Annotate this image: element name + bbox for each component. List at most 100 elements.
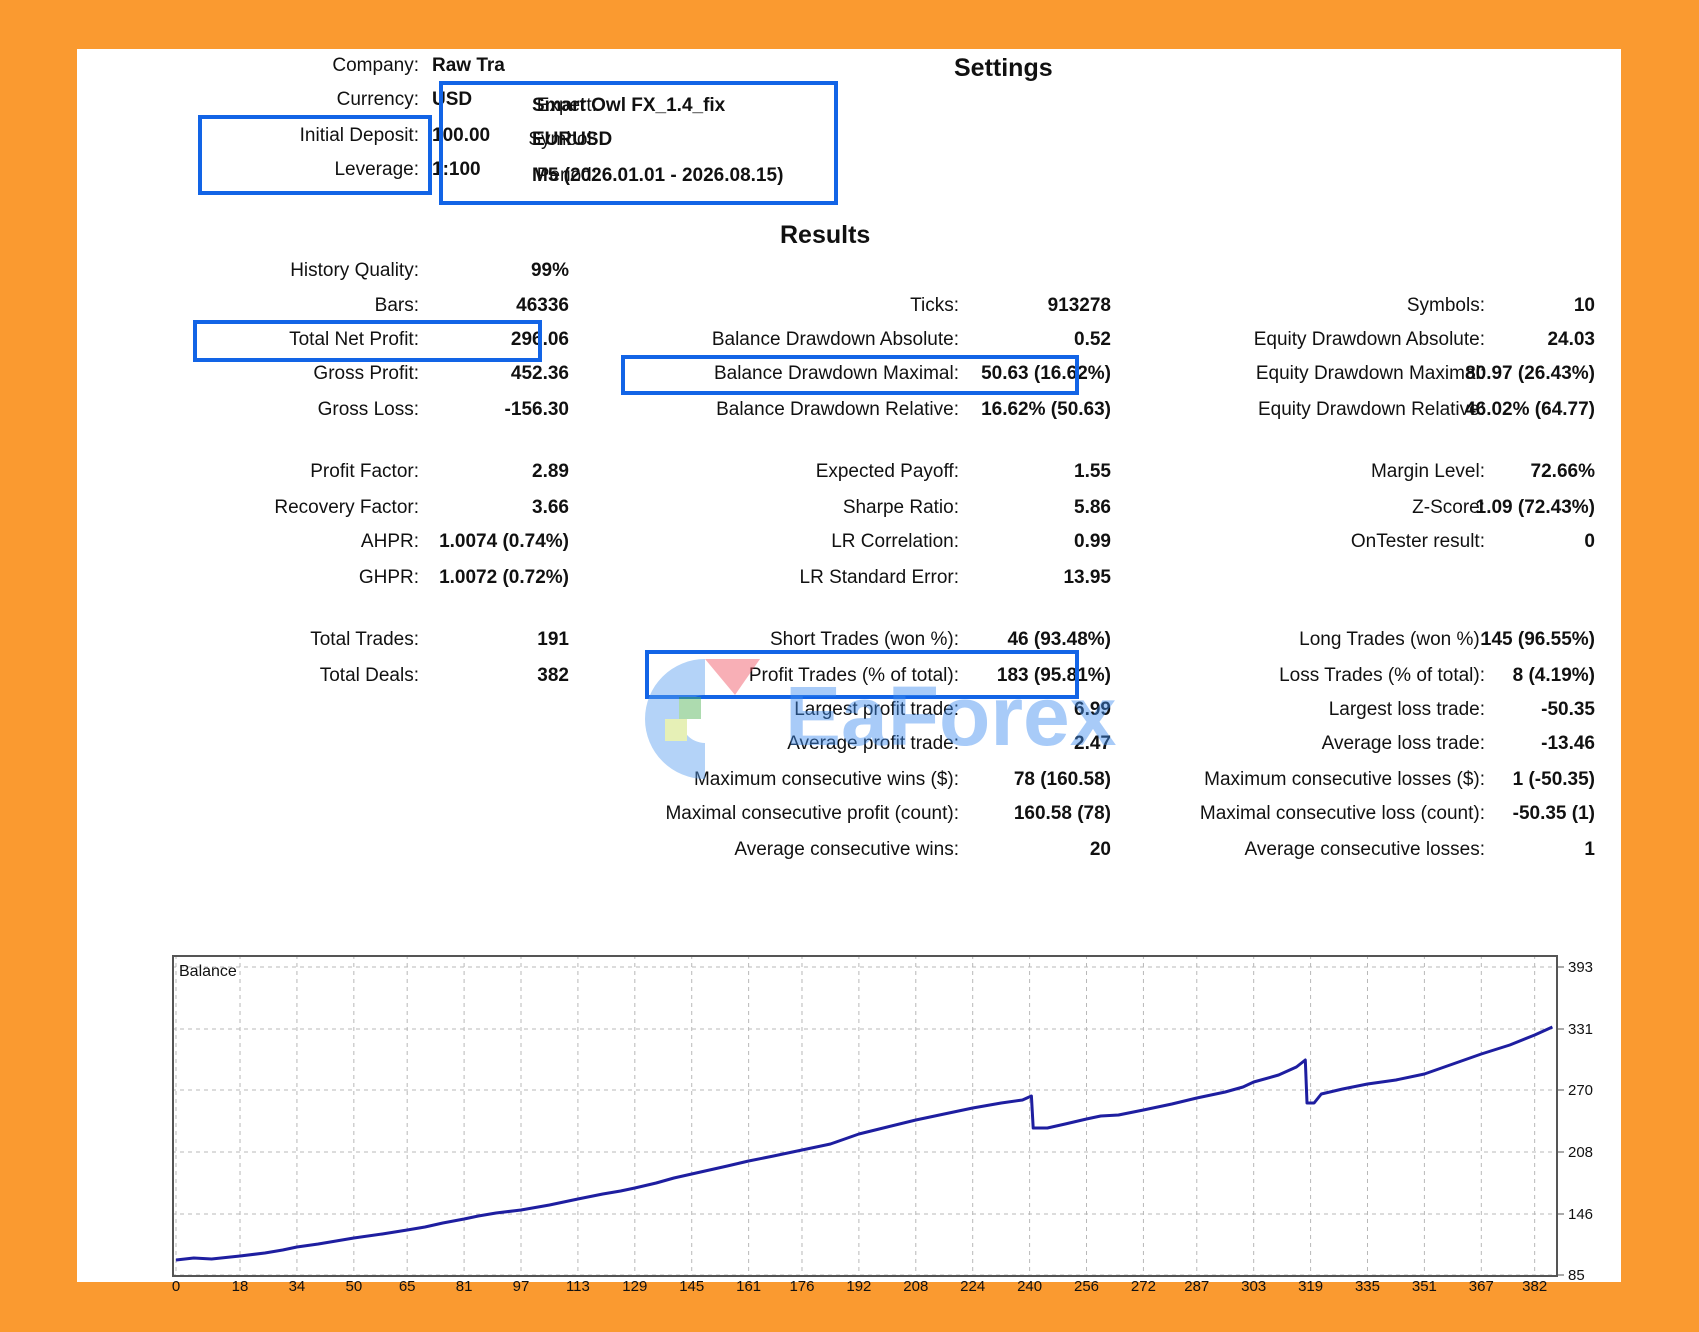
results-value: 0.52 — [1074, 329, 1111, 350]
results-label: Recovery Factor: — [274, 497, 419, 518]
chart-axes: 0 18 34 50 65 81 97 113 129 145 161 176 192 208 224 240… — [172, 1278, 1547, 1295]
y-tick-label: 146 — [1568, 1206, 1593, 1223]
results-label: Average profit trade: — [787, 733, 959, 754]
leverage-value: 1:100 — [432, 159, 481, 180]
chart-y-axis: 85 146 208 270 331 393 — [1558, 959, 1593, 1284]
results-label: Total Deals: — [319, 665, 419, 686]
results-label: Z-Score: — [1412, 497, 1485, 518]
net-profit-highlight — [193, 320, 542, 362]
chart-title: Balance — [179, 963, 237, 980]
results-label: Bars: — [374, 295, 419, 316]
symbol-value: EURUSD — [532, 129, 613, 150]
y-tick-label: 85 — [1568, 1267, 1585, 1284]
currency-label: Currency: — [336, 89, 419, 110]
y-tick-label: 331 — [1568, 1021, 1593, 1038]
results-value: 0 — [1584, 531, 1595, 552]
x-tick-label: 113 — [566, 1278, 590, 1295]
y-tick-label: 208 — [1568, 1144, 1593, 1161]
results-label: Largest loss trade: — [1328, 699, 1485, 720]
balance-series-line — [175, 1025, 1554, 1262]
results-value: 3.66 — [532, 497, 569, 518]
settings-title: Settings — [954, 54, 1053, 82]
period-label: Period: — [536, 165, 597, 186]
results-label: Long Trades (won %): — [1299, 629, 1485, 650]
x-tick-label: 176 — [789, 1278, 814, 1295]
results-label: Equity Drawdown Maximal: — [1255, 363, 1485, 384]
results-label: Loss Trades (% of total): — [1279, 665, 1485, 686]
results-value: 191 — [537, 629, 569, 650]
x-tick-label: 382 — [1522, 1278, 1547, 1295]
results-label: Balance Drawdown Maximal: — [714, 363, 959, 384]
period-value: M5 (2026.01.01 - 2026.08.15) — [532, 165, 784, 186]
results-value: 382 — [537, 665, 569, 686]
x-tick-label: 192 — [846, 1278, 871, 1295]
expert-value: Smart Owl FX_1.4_fix — [532, 95, 726, 116]
results-label: Short Trades (won %): — [769, 629, 959, 650]
x-tick-label: 97 — [513, 1278, 530, 1295]
x-tick-label: 0 — [172, 1278, 180, 1295]
x-tick-label: 145 — [679, 1278, 704, 1295]
x-tick-label: 65 — [399, 1278, 416, 1295]
results-label: Profit Factor: — [310, 461, 419, 482]
results-value: -50.35 (1) — [1512, 803, 1595, 824]
profit-trades-highlight — [645, 650, 1079, 699]
results-label: Margin Level: — [1370, 461, 1485, 482]
results-value: 78 (160.58) — [1013, 769, 1111, 790]
results-value: 46.02% (64.77) — [1465, 399, 1595, 420]
results-value: 1.0074 (0.74%) — [439, 531, 569, 552]
results-label: Maximum consecutive losses ($): — [1204, 769, 1485, 790]
results-value: 6.99 — [1074, 699, 1111, 720]
y-tick-label: 393 — [1568, 959, 1593, 976]
leverage-label: Leverage: — [334, 159, 419, 180]
x-tick-label: 272 — [1131, 1278, 1156, 1295]
results-value: 160.58 (78) — [1013, 803, 1111, 824]
results-value: 1 — [1584, 839, 1595, 860]
results-label: Total Trades: — [310, 629, 419, 650]
results-value: 20 — [1089, 839, 1111, 860]
results-value: 2.47 — [1074, 733, 1111, 754]
results-value: 8 (4.19%) — [1512, 665, 1595, 686]
results-label: GHPR: — [358, 567, 419, 588]
results-label: AHPR: — [360, 531, 419, 552]
results-value: -13.46 — [1541, 733, 1595, 754]
x-tick-label: 351 — [1412, 1278, 1437, 1295]
results-label: Largest profit trade: — [794, 699, 959, 720]
results-value: 1.0072 (0.72%) — [439, 567, 569, 588]
results-label: Average consecutive losses: — [1244, 839, 1485, 860]
results-label: LR Correlation: — [831, 531, 959, 552]
results-label: Gross Loss: — [317, 399, 419, 420]
results-value: 5.86 — [1074, 497, 1111, 518]
results-label: Symbols: — [1406, 295, 1485, 316]
x-tick-label: 81 — [456, 1278, 473, 1295]
results-label: Maximal consecutive profit (count): — [665, 803, 959, 824]
results-label: Maximum consecutive wins ($): — [693, 769, 959, 790]
x-tick-label: 335 — [1355, 1278, 1380, 1295]
results-value: 72.66% — [1530, 461, 1595, 482]
x-tick-label: 161 — [736, 1278, 761, 1295]
results-value: 913278 — [1047, 295, 1111, 316]
results-label: OnTester result: — [1350, 531, 1485, 552]
x-tick-label: 50 — [345, 1278, 362, 1295]
results-label: Expected Payoff: — [815, 461, 959, 482]
results-value: -50.35 — [1541, 699, 1595, 720]
results-value: 1.55 — [1074, 461, 1111, 482]
results-value: 1 (-50.35) — [1512, 769, 1595, 790]
results-label: Total Net Profit: — [289, 329, 419, 350]
results-label: Profit Trades (% of total): — [748, 665, 959, 686]
results-title: Results — [780, 221, 871, 249]
results-value: 13.95 — [1063, 567, 1111, 588]
results-value: 80.97 (26.43%) — [1465, 363, 1595, 384]
results-value: 10 — [1573, 295, 1595, 316]
results-label: Gross Profit: — [313, 363, 419, 384]
results-label: Ticks: — [910, 295, 959, 316]
results-value: 2.89 — [532, 461, 569, 482]
x-tick-label: 303 — [1241, 1278, 1266, 1295]
results-value: 24.03 — [1547, 329, 1595, 350]
x-tick-label: 256 — [1074, 1278, 1099, 1295]
x-tick-label: 129 — [622, 1278, 647, 1295]
balance-chart: Balance — [172, 955, 1558, 1277]
report-sheet: Settings Company: Raw Tra Currency: USD … — [77, 49, 1621, 1295]
results-label: LR Standard Error: — [799, 567, 959, 588]
results-label: Average loss trade: — [1321, 733, 1485, 754]
results-value: 16.62% (50.63) — [981, 399, 1111, 420]
